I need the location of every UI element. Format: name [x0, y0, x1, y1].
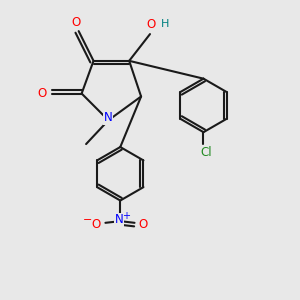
Text: O: O: [138, 218, 148, 231]
Text: N: N: [103, 111, 112, 124]
Text: O: O: [71, 16, 80, 29]
Text: N: N: [114, 213, 123, 226]
Text: H: H: [161, 19, 170, 29]
Text: Cl: Cl: [201, 146, 212, 159]
Text: O: O: [91, 218, 100, 231]
Text: −: −: [83, 215, 92, 225]
Text: O: O: [147, 18, 156, 31]
Text: +: +: [122, 211, 130, 221]
Text: O: O: [38, 87, 47, 100]
